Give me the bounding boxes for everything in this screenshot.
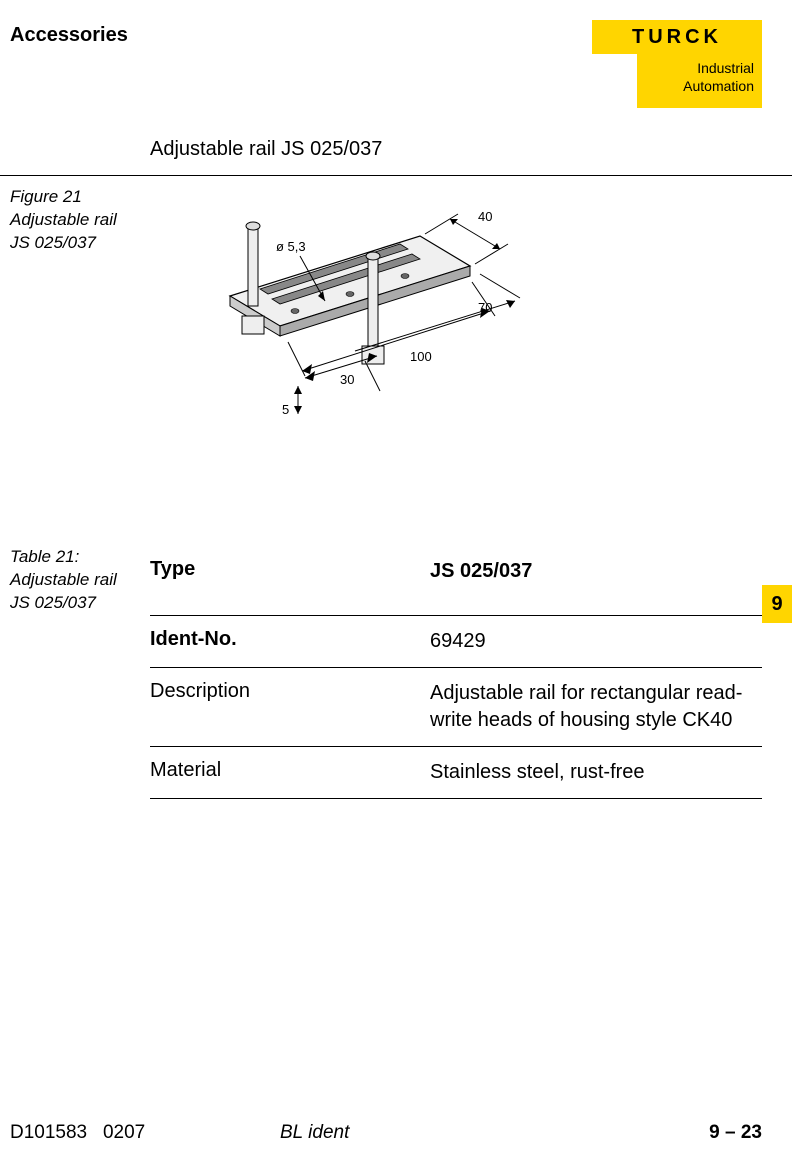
page-subtitle: Adjustable rail JS 025/037 — [10, 138, 762, 161]
svg-text:100: 100 — [410, 349, 432, 364]
brand-logo-top: TURCK — [592, 20, 762, 54]
divider — [0, 175, 792, 176]
brand-name: TURCK — [632, 26, 722, 49]
table-row: Ident-No. 69429 — [150, 615, 762, 668]
brand-logo-bottom: Industrial Automation — [637, 54, 762, 108]
cell-value: Adjustable rail for rectangular read-wri… — [430, 680, 762, 734]
table-caption-line: Adjustable rail — [10, 569, 150, 592]
cell-value: Stainless steel, rust-free — [430, 759, 762, 786]
cell-label: Description — [150, 680, 430, 734]
section-title: Accessories — [10, 20, 128, 47]
figure-caption: Figure 21 Adjustable rail JS 025/037 — [10, 186, 150, 456]
cell-label: Ident-No. — [150, 628, 430, 655]
figure-caption-line: JS 025/037 — [10, 232, 150, 255]
cell-label: Type — [150, 558, 430, 585]
cell-value: JS 025/037 — [430, 558, 762, 585]
brand-sub1: Industrial — [637, 60, 754, 78]
footer-doc: D101583 — [10, 1122, 87, 1143]
spec-table: Type JS 025/037 Ident-No. 69429 Descript… — [150, 546, 762, 799]
cell-label: Material — [150, 759, 430, 786]
table-row: Type JS 025/037 — [150, 546, 762, 615]
cell-value: 69429 — [430, 628, 762, 655]
figure-diagram: 40 70 100 30 — [150, 196, 762, 456]
figure-caption-line: Figure 21 — [10, 186, 150, 209]
table-row: Description Adjustable rail for rectangu… — [150, 668, 762, 747]
svg-text:40: 40 — [478, 209, 492, 224]
figure-caption-line: Adjustable rail — [10, 209, 150, 232]
footer-rev: 0207 — [103, 1122, 145, 1143]
footer-title: BL ident — [280, 1122, 709, 1144]
table-caption-line: JS 025/037 — [10, 592, 150, 615]
footer-docid: D101583 0207 — [10, 1122, 280, 1144]
svg-text:ø 5,3: ø 5,3 — [276, 239, 306, 254]
svg-text:5: 5 — [282, 402, 289, 417]
table-caption-line: Table 21: — [10, 546, 150, 569]
footer-page: 9 – 23 — [709, 1122, 762, 1144]
brand-logo: TURCK Industrial Automation — [592, 20, 762, 108]
chapter-tab: 9 — [762, 585, 792, 623]
svg-text:30: 30 — [340, 372, 354, 387]
brand-sub2: Automation — [637, 78, 754, 96]
page-footer: D101583 0207 BL ident 9 – 23 — [10, 1122, 762, 1144]
table-row: Material Stainless steel, rust-free — [150, 747, 762, 799]
table-caption: Table 21: Adjustable rail JS 025/037 — [10, 546, 150, 799]
